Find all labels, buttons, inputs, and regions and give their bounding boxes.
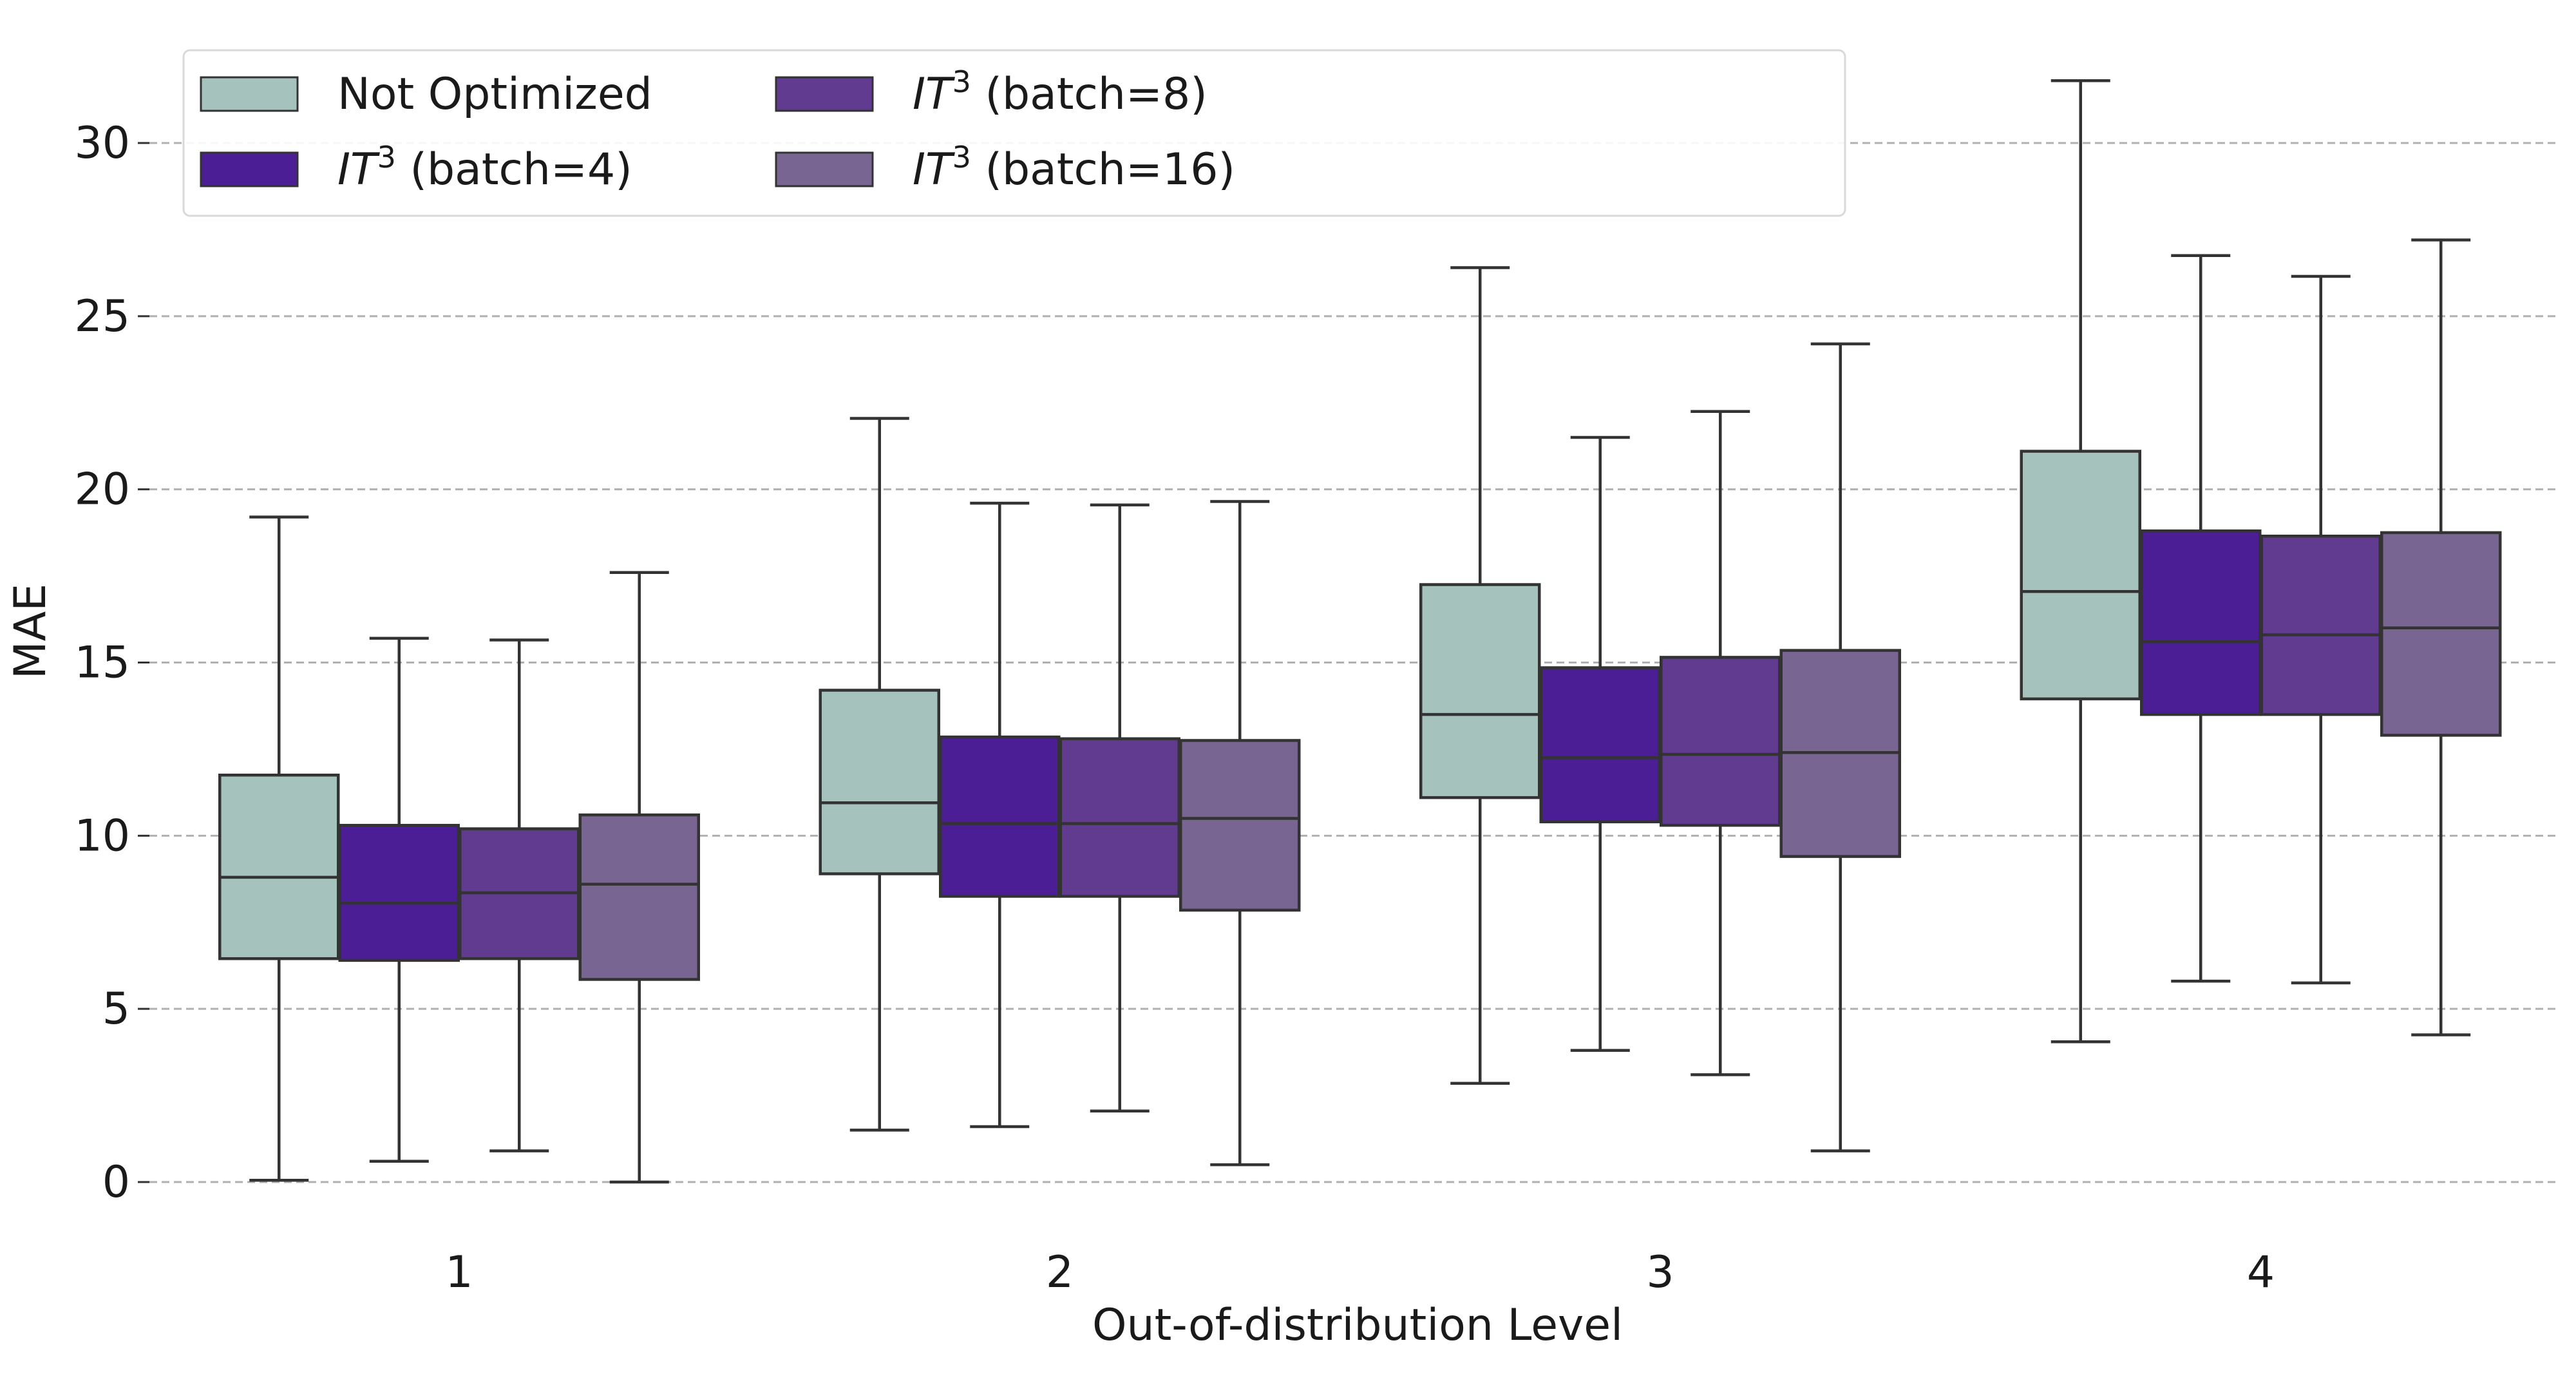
x-tick-label: 3	[1646, 1247, 1674, 1298]
iqr-box	[2020, 450, 2141, 701]
box-3-level-2	[1059, 503, 1180, 1113]
iqr-box	[819, 689, 940, 875]
legend-item: IT3 (batch=8)	[775, 64, 1208, 120]
box-1-level-1	[218, 515, 340, 1182]
iqr-box	[1660, 656, 1781, 827]
x-tick-label: 4	[2247, 1247, 2275, 1298]
box-1-level-4	[2020, 79, 2141, 1044]
box-2-level-1	[338, 636, 460, 1163]
legend-item: IT3 (batch=4)	[200, 140, 632, 195]
y-tick-label: 0	[102, 1157, 130, 1208]
box-4-level-2	[1179, 500, 1301, 1167]
legend-swatch	[775, 151, 874, 187]
legend: Not Optimized IT3 (batch=4) IT3 (batch=8) I…	[182, 49, 1846, 217]
iqr-box	[1539, 666, 1661, 824]
box-2-level-2	[939, 501, 1061, 1129]
box-3-level-3	[1660, 410, 1781, 1076]
y-tick-label: 15	[74, 638, 130, 689]
legend-label: Not Optimized	[337, 69, 652, 120]
box-4-level-4	[2380, 238, 2502, 1036]
iqr-box	[578, 813, 700, 981]
y-tick-label: 30	[74, 118, 130, 169]
y-tick-label: 10	[74, 810, 130, 861]
box-1-level-2	[819, 417, 940, 1132]
box-4-level-1	[578, 571, 700, 1184]
x-axis-ticks: 1 2 3 4	[445, 1247, 2275, 1298]
box-series	[218, 79, 2502, 1184]
box-2-level-4	[2140, 254, 2262, 983]
legend-frame	[182, 49, 1846, 217]
iqr-box	[939, 735, 1061, 898]
y-tick-label: 25	[74, 291, 130, 342]
legend-item: Not Optimized	[200, 69, 652, 120]
iqr-box	[2380, 531, 2502, 737]
box-3-level-1	[459, 638, 580, 1152]
iqr-box	[1179, 739, 1301, 912]
box-4-level-3	[1779, 342, 1901, 1152]
iqr-box	[2140, 529, 2262, 716]
legend-swatch	[200, 151, 299, 187]
x-tick-label: 2	[1046, 1247, 1074, 1298]
iqr-box	[338, 823, 460, 962]
legend-label: IT3 (batch=8)	[913, 64, 1208, 120]
legend-swatch	[775, 76, 874, 112]
y-tick-label: 5	[102, 984, 130, 1035]
y-tick-label: 20	[74, 464, 130, 515]
y-axis-ticks: 0 5 10 15 20 25 30	[74, 118, 149, 1208]
legend-item: IT3 (batch=16)	[775, 140, 1235, 195]
iqr-box	[1419, 583, 1541, 799]
iqr-box	[218, 773, 340, 960]
x-tick-label: 1	[445, 1247, 473, 1298]
legend-label: IT3 (batch=4)	[337, 140, 632, 195]
box-2-level-3	[1539, 435, 1661, 1052]
legend-label: IT3 (batch=16)	[913, 140, 1235, 195]
iqr-box	[1059, 737, 1180, 898]
y-axis-label: MAE	[5, 584, 56, 679]
box-3-level-4	[2260, 274, 2382, 985]
x-axis-label: Out-of-distribution Level	[1092, 1300, 1623, 1351]
legend-swatch	[200, 76, 299, 112]
iqr-box	[2260, 535, 2382, 716]
box-1-level-3	[1419, 266, 1541, 1085]
